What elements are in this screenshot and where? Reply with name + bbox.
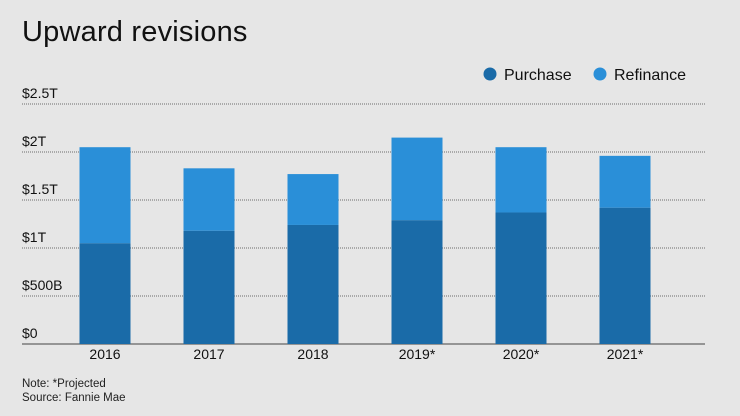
legend-label-purchase: Purchase [504, 67, 572, 84]
y-axis-labels: $0 $500B $1T $1.5T $2T $2.5T [22, 85, 62, 341]
x-tick-label: 2021* [607, 346, 644, 362]
bar-refinance-2017 [183, 168, 235, 231]
legend: Purchase Refinance [483, 67, 686, 84]
bar-refinance-2018 [287, 174, 339, 225]
y-tick-label: $2.5T [22, 85, 58, 101]
grid-layer [22, 103, 705, 345]
bar-purchase-2018 [287, 224, 339, 344]
y-tick-label: $500B [22, 277, 62, 293]
x-tick-label: 2016 [89, 346, 120, 362]
footnote-source: Source: Fannie Mae [22, 392, 126, 404]
chart-title: Upward revisions [22, 16, 248, 48]
bar-refinance-2020 [495, 147, 547, 213]
bar-purchase-2017 [183, 230, 235, 344]
y-tick-label: $1T [22, 229, 47, 245]
bar-purchase-2019 [391, 220, 443, 344]
x-tick-label: 2020* [503, 346, 540, 362]
legend-label-refinance: Refinance [614, 67, 686, 84]
legend-marker-purchase [483, 67, 497, 81]
x-axis-labels: 2016 2017 2018 2019* 2020* 2021* [89, 346, 643, 362]
y-tick-label: $2T [22, 133, 47, 149]
legend-marker-refinance [593, 67, 607, 81]
bar-layer [79, 137, 651, 344]
bar-refinance-2019 [391, 137, 443, 221]
bar-refinance-2016 [79, 147, 131, 244]
bar-refinance-2021 [599, 155, 651, 208]
x-tick-label: 2017 [193, 346, 224, 362]
footnote-note: Note: *Projected [22, 378, 106, 390]
bar-purchase-2016 [79, 243, 131, 344]
x-tick-label: 2019* [399, 346, 436, 362]
bar-purchase-2021 [599, 207, 651, 344]
bar-purchase-2020 [495, 212, 547, 344]
y-tick-label: $1.5T [22, 181, 58, 197]
y-tick-label: $0 [22, 325, 38, 341]
x-tick-label: 2018 [297, 346, 328, 362]
